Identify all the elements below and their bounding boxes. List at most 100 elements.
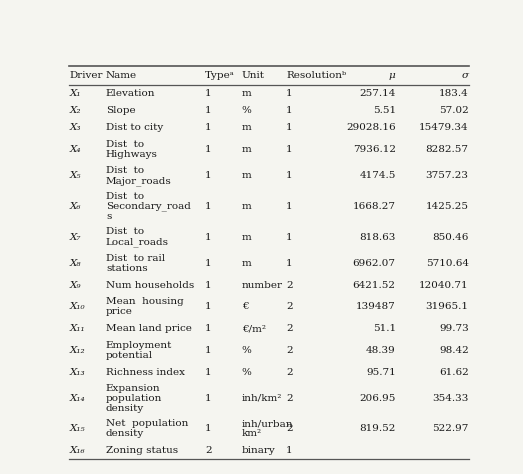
Text: binary: binary xyxy=(242,446,276,455)
Text: 1: 1 xyxy=(286,202,293,211)
Text: 1: 1 xyxy=(286,106,293,115)
Text: X₇: X₇ xyxy=(70,233,81,242)
Text: 354.33: 354.33 xyxy=(433,393,469,402)
Text: 1: 1 xyxy=(286,233,293,242)
Text: m: m xyxy=(242,259,252,268)
Text: Dist  to
Major_roads: Dist to Major_roads xyxy=(106,166,172,186)
Text: Employment
potential: Employment potential xyxy=(106,341,172,360)
Text: 257.14: 257.14 xyxy=(359,89,396,98)
Text: 7936.12: 7936.12 xyxy=(353,145,396,154)
Text: μ: μ xyxy=(389,71,396,80)
Text: 850.46: 850.46 xyxy=(433,233,469,242)
Text: Dist  to
Secondary_road
s: Dist to Secondary_road s xyxy=(106,191,191,221)
Text: Driver: Driver xyxy=(70,71,103,80)
Text: 2: 2 xyxy=(286,424,293,433)
Text: 98.42: 98.42 xyxy=(439,346,469,355)
Text: 48.39: 48.39 xyxy=(366,346,396,355)
Text: 2: 2 xyxy=(286,346,293,355)
Text: X₁₂: X₁₂ xyxy=(70,346,85,355)
Text: Typeᵃ: Typeᵃ xyxy=(205,71,235,80)
Text: 1: 1 xyxy=(286,123,293,132)
Text: 2: 2 xyxy=(205,446,212,455)
Text: 15479.34: 15479.34 xyxy=(419,123,469,132)
Text: Resolutionᵇ: Resolutionᵇ xyxy=(286,71,346,80)
Text: €/m²: €/m² xyxy=(242,324,266,333)
Text: Richness index: Richness index xyxy=(106,367,185,376)
Text: 139487: 139487 xyxy=(356,302,396,311)
Text: 1: 1 xyxy=(205,281,212,290)
Text: 1: 1 xyxy=(205,145,212,154)
Text: 1: 1 xyxy=(205,89,212,98)
Text: 4174.5: 4174.5 xyxy=(359,172,396,181)
Text: X₁₄: X₁₄ xyxy=(70,393,85,402)
Text: 1: 1 xyxy=(286,259,293,268)
Text: X₉: X₉ xyxy=(70,281,81,290)
Text: 1: 1 xyxy=(205,346,212,355)
Text: X₁₆: X₁₆ xyxy=(70,446,85,455)
Text: %: % xyxy=(242,367,252,376)
Text: X₃: X₃ xyxy=(70,123,81,132)
Text: Dist to city: Dist to city xyxy=(106,123,163,132)
Text: m: m xyxy=(242,89,252,98)
Text: 1: 1 xyxy=(205,367,212,376)
Text: Mean  housing
price: Mean housing price xyxy=(106,297,184,317)
Text: 5710.64: 5710.64 xyxy=(426,259,469,268)
Text: 57.02: 57.02 xyxy=(439,106,469,115)
Text: Zoning status: Zoning status xyxy=(106,446,178,455)
Text: Name: Name xyxy=(106,71,137,80)
Text: X₁₀: X₁₀ xyxy=(70,302,85,311)
Text: 1: 1 xyxy=(205,424,212,433)
Text: 2: 2 xyxy=(286,302,293,311)
Text: 95.71: 95.71 xyxy=(366,367,396,376)
Text: 8282.57: 8282.57 xyxy=(426,145,469,154)
Text: 1: 1 xyxy=(286,172,293,181)
Text: 29028.16: 29028.16 xyxy=(346,123,396,132)
Text: 819.52: 819.52 xyxy=(359,424,396,433)
Text: m: m xyxy=(242,123,252,132)
Text: 1: 1 xyxy=(205,202,212,211)
Text: σ: σ xyxy=(462,71,469,80)
Text: 1: 1 xyxy=(205,172,212,181)
Text: X₂: X₂ xyxy=(70,106,81,115)
Text: Dist  to
Local_roads: Dist to Local_roads xyxy=(106,228,169,247)
Text: X₁₁: X₁₁ xyxy=(70,324,85,333)
Text: X₁: X₁ xyxy=(70,89,81,98)
Text: 2: 2 xyxy=(286,393,293,402)
Text: 1: 1 xyxy=(205,233,212,242)
Text: X₆: X₆ xyxy=(70,202,81,211)
Text: X₅: X₅ xyxy=(70,172,81,181)
Text: 3757.23: 3757.23 xyxy=(426,172,469,181)
Text: 51.1: 51.1 xyxy=(372,324,396,333)
Text: inh/urban
km²: inh/urban km² xyxy=(242,419,293,438)
Text: Elevation: Elevation xyxy=(106,89,155,98)
Text: inh/km²: inh/km² xyxy=(242,393,282,402)
Text: 2: 2 xyxy=(286,281,293,290)
Text: 6421.52: 6421.52 xyxy=(353,281,396,290)
Text: m: m xyxy=(242,202,252,211)
Text: 61.62: 61.62 xyxy=(439,367,469,376)
Text: Unit: Unit xyxy=(242,71,265,80)
Text: Dist  to
Highways: Dist to Highways xyxy=(106,140,158,159)
Text: 1: 1 xyxy=(286,145,293,154)
Text: X₈: X₈ xyxy=(70,259,81,268)
Text: 206.95: 206.95 xyxy=(359,393,396,402)
Text: 522.97: 522.97 xyxy=(433,424,469,433)
Text: m: m xyxy=(242,145,252,154)
Text: X₄: X₄ xyxy=(70,145,81,154)
Text: number: number xyxy=(242,281,283,290)
Text: €: € xyxy=(242,302,248,311)
Text: Net  population
density: Net population density xyxy=(106,419,188,438)
Text: Slope: Slope xyxy=(106,106,135,115)
Text: 2: 2 xyxy=(286,324,293,333)
Text: m: m xyxy=(242,172,252,181)
Text: 12040.71: 12040.71 xyxy=(419,281,469,290)
Text: 6962.07: 6962.07 xyxy=(353,259,396,268)
Text: Dist  to rail
stations: Dist to rail stations xyxy=(106,254,165,273)
Text: 1: 1 xyxy=(205,302,212,311)
Text: 1: 1 xyxy=(286,89,293,98)
Text: 1: 1 xyxy=(205,106,212,115)
Text: 2: 2 xyxy=(286,367,293,376)
Text: X₁₅: X₁₅ xyxy=(70,424,85,433)
Text: 818.63: 818.63 xyxy=(359,233,396,242)
Text: 1: 1 xyxy=(205,123,212,132)
